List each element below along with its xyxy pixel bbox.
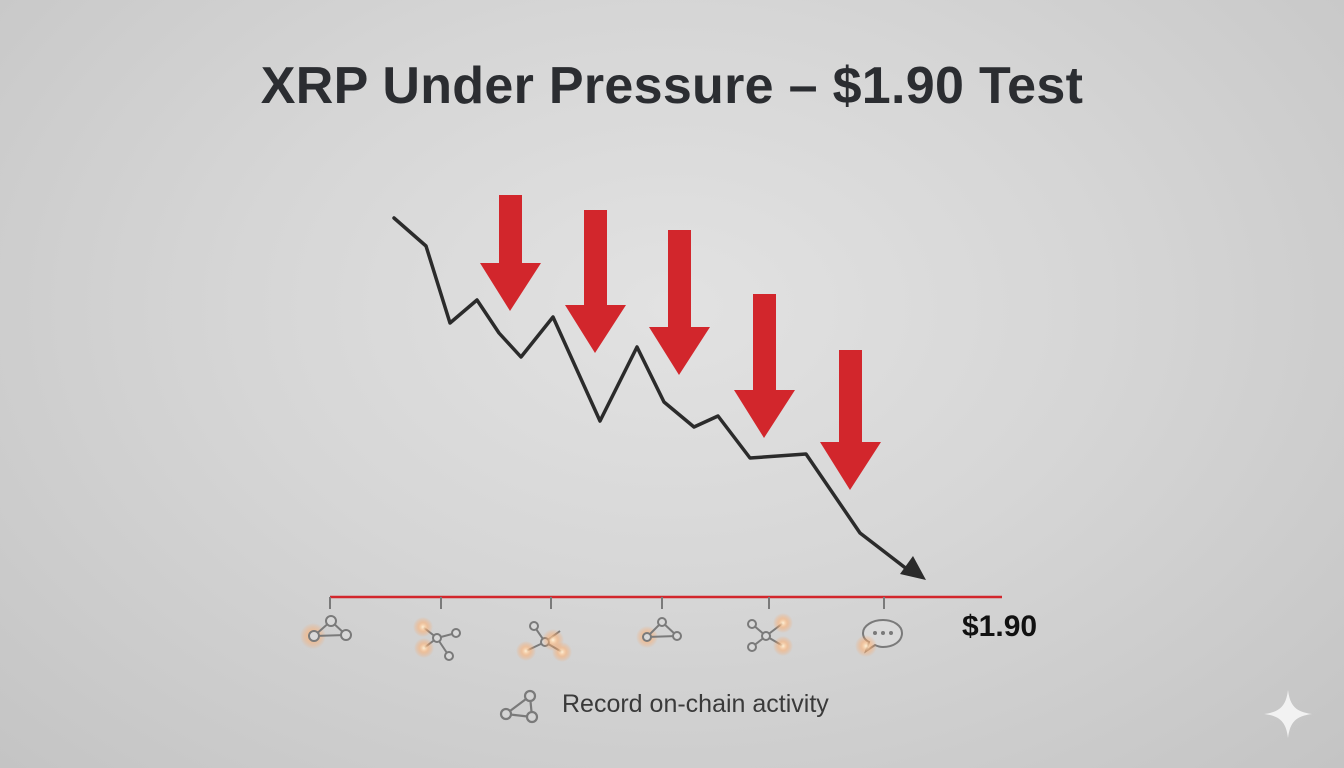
price-line-arrowhead [900, 556, 926, 580]
footer-text: Record on-chain activity [562, 689, 829, 718]
sell-arrows [480, 195, 881, 490]
sell-arrow-1 [480, 195, 541, 311]
network-nodes-icon [516, 621, 572, 662]
price-line [392, 216, 914, 575]
page-title: XRP Under Pressure – $1.90 Test [260, 57, 1084, 115]
price-level-label: $1.90 [962, 610, 1038, 643]
sell-arrow-2 [565, 210, 626, 353]
sell-arrow-4 [734, 294, 795, 438]
footer-note: Record on-chain activity [498, 682, 829, 726]
network-nodes-icon [747, 613, 793, 656]
sell-arrow-5 [820, 350, 881, 490]
network-nodes-icon [300, 615, 352, 649]
sparkle-icon [1264, 690, 1312, 738]
network-nodes-icon [499, 689, 539, 724]
network-nodes-icon [636, 617, 682, 648]
network-nodes-icon [413, 617, 461, 661]
sell-arrow-3 [649, 230, 710, 375]
timeline-ticks [329, 597, 885, 609]
chat-bubble-icon [855, 618, 904, 657]
